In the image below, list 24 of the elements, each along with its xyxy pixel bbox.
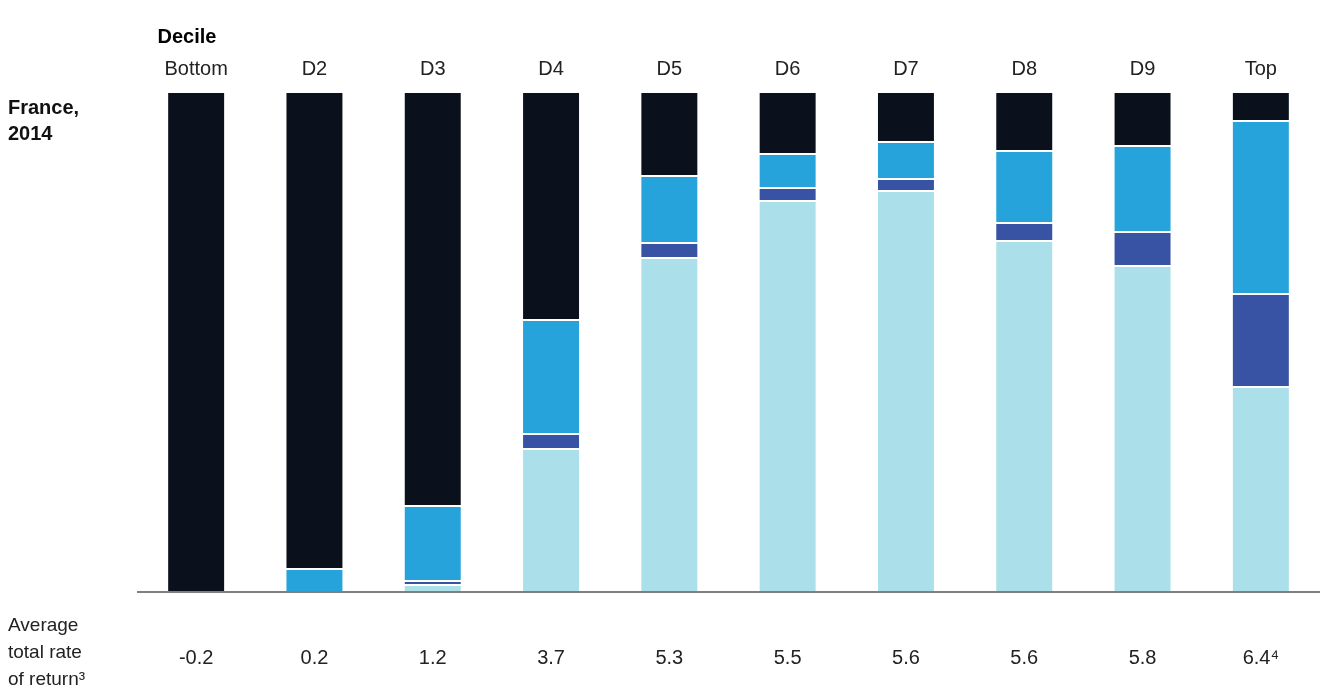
text: 5.3 [655, 646, 684, 668]
text: 6.4⁴ [1242, 646, 1280, 668]
text: 0.2 [300, 646, 329, 668]
x-tick-label: D5 [656, 56, 683, 79]
x-tick-label: Bottom [164, 56, 228, 79]
x-axis-title: Decile [157, 24, 217, 47]
text: Average total rate of return³ [8, 614, 86, 689]
bar [166, 91, 227, 593]
text: 1.2 [418, 646, 447, 668]
x-tick-label: D3 [419, 56, 446, 79]
x-tick-label: D6 [774, 56, 801, 79]
text: 5.6 [892, 646, 920, 668]
text: -0.2 [178, 646, 214, 668]
x-tick-label: Top [1244, 56, 1277, 79]
x-tick-label: D2 [301, 56, 328, 79]
text: 5.6 [1010, 646, 1039, 668]
x-tick-label: D8 [1011, 56, 1038, 79]
y-axis-title: France, 2014 [8, 96, 80, 144]
text: 3.7 [537, 646, 565, 668]
x-tick-label: D9 [1129, 56, 1156, 79]
text: 5.8 [1128, 646, 1157, 668]
x-tick-label: D4 [538, 56, 564, 79]
x-tick-label: D7 [893, 56, 919, 79]
text: 5.5 [773, 646, 802, 668]
